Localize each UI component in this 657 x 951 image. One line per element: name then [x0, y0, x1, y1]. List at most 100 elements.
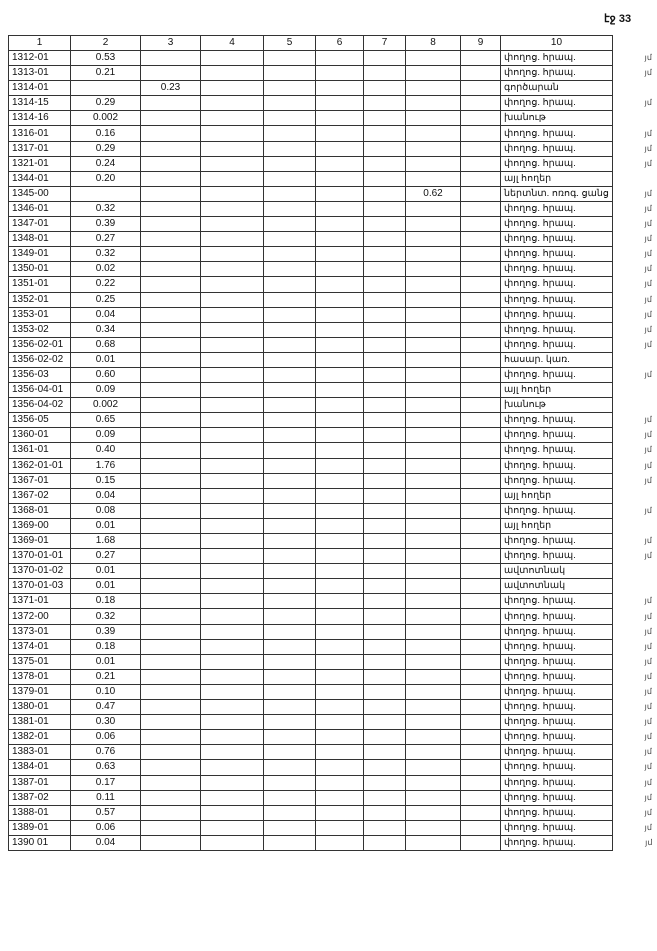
margin-note: յմ — [644, 792, 652, 802]
cell-col-3 — [140, 563, 201, 580]
land-use-cell: փողոց. հրապ. — [500, 427, 613, 444]
margin-note — [612, 564, 652, 579]
table-row: 1379-01 0.10 փողոց. հրապ. յմ — [8, 683, 653, 701]
cell-col-8 — [405, 457, 461, 474]
cell-col-8 — [405, 623, 461, 640]
land-use-cell: փողոց. հրապ. — [500, 276, 613, 293]
cell-col-6 — [315, 140, 364, 157]
cell-col-3 — [140, 804, 201, 821]
cell-col-6 — [315, 366, 364, 384]
cell-col-1: 1371-01 — [8, 593, 71, 610]
cell-col-7 — [363, 80, 406, 97]
cell-col-7 — [363, 95, 406, 112]
cell-col-3 — [140, 351, 201, 368]
cell-col-9 — [460, 276, 501, 293]
margin-note: յմ — [644, 626, 652, 636]
land-use-cell: փողոց. հրապ. — [500, 699, 613, 716]
cell-col-7 — [363, 155, 406, 172]
margin-note: յմ — [644, 611, 652, 621]
cell-col-1: 1373-01 — [8, 623, 71, 640]
cell-col-8 — [405, 321, 461, 338]
table-row: 1353-02 0.34 փողոց. հրապ. յմ — [8, 321, 653, 338]
cell-col-6 — [315, 442, 364, 459]
land-use-cell: խանութ — [500, 397, 613, 414]
cell-col-5 — [263, 65, 316, 82]
cell-col-4 — [200, 699, 264, 716]
land-use-cell: փողոց. հրապ. — [500, 336, 613, 353]
cell-col-5 — [263, 683, 316, 701]
cell-col-6 — [315, 578, 364, 595]
cell-col-6 — [315, 548, 364, 565]
cell-col-8 — [405, 578, 461, 595]
column-header-7: 7 — [363, 35, 406, 51]
cell-col-1: 1370-01-02 — [8, 563, 71, 580]
cell-col-8 — [405, 532, 461, 550]
cell-col-8 — [405, 759, 461, 776]
land-use-cell: փողոց. հրապ. — [500, 774, 613, 791]
cell-col-7 — [363, 714, 406, 731]
cell-col-9 — [460, 397, 501, 414]
cell-col-7 — [363, 608, 406, 625]
cell-col-3 — [140, 593, 201, 610]
land-use-cell: փողոց. հրապ. — [500, 653, 613, 670]
cell-col-9 — [460, 366, 501, 384]
cell-col-6 — [315, 412, 364, 429]
cell-col-2: 0.34 — [70, 321, 141, 338]
margin-note: յմ — [644, 339, 652, 349]
cell-col-3 — [140, 291, 201, 308]
cell-col-5 — [263, 487, 316, 504]
table-row: 1367-01 0.15 փողոց. հրապ. յմ — [8, 472, 653, 489]
cell-col-8 — [405, 653, 461, 670]
cell-col-4 — [200, 759, 264, 776]
cell-col-9 — [460, 336, 501, 353]
land-use-cell: փողոց. հրապ. — [500, 291, 613, 308]
cell-col-7 — [363, 397, 406, 414]
margin-note: յմ — [644, 536, 652, 546]
cell-col-4 — [200, 502, 264, 519]
cell-col-5 — [263, 774, 316, 791]
margin-note: յմ — [644, 807, 652, 817]
cell-col-1: 1346-01 — [8, 200, 71, 218]
cell-col-8 — [405, 306, 461, 323]
cell-col-8 — [405, 804, 461, 821]
cell-col-5 — [263, 804, 316, 821]
cell-col-8 — [405, 276, 461, 293]
cell-col-5 — [263, 185, 316, 202]
cell-col-7 — [363, 729, 406, 746]
column-header-6: 6 — [315, 35, 364, 51]
cell-col-8 — [405, 729, 461, 746]
cell-col-9 — [460, 487, 501, 504]
cell-col-1: 1356-02-02 — [8, 351, 71, 368]
cell-col-3 — [140, 744, 201, 761]
cell-col-6 — [315, 744, 364, 761]
margin-note: յմ — [644, 732, 652, 742]
table-row: 1362-01-01 1.76 փողոց. հրապ. յմ — [8, 457, 653, 474]
cell-col-7 — [363, 623, 406, 640]
cell-col-5 — [263, 442, 316, 459]
cell-col-9 — [460, 80, 501, 97]
cell-col-5 — [263, 306, 316, 323]
cell-col-4 — [200, 442, 264, 459]
column-header-1: 1 — [8, 35, 71, 51]
cell-col-4 — [200, 593, 264, 610]
cell-col-6 — [315, 502, 364, 519]
cell-col-9 — [460, 699, 501, 716]
column-header-2: 2 — [70, 35, 141, 51]
cell-col-6 — [315, 306, 364, 323]
table-row: 1374-01 0.18 փողոց. հրապ. յմ — [8, 638, 653, 655]
cell-col-6 — [315, 49, 364, 67]
cell-col-4 — [200, 200, 264, 218]
cell-col-6 — [315, 351, 364, 368]
cell-col-6 — [315, 804, 364, 821]
cell-col-1: 1352-01 — [8, 291, 71, 308]
cell-col-6 — [315, 170, 364, 187]
cell-col-5 — [263, 80, 316, 97]
cell-col-4 — [200, 638, 264, 655]
land-use-cell: փողոց. հրապ. — [500, 744, 613, 761]
cell-col-2: 0.04 — [70, 306, 141, 323]
cell-col-4 — [200, 789, 264, 806]
cell-col-1: 1383-01 — [8, 744, 71, 761]
cell-col-4 — [200, 80, 264, 97]
cell-col-9 — [460, 683, 501, 701]
cell-col-5 — [263, 125, 316, 142]
